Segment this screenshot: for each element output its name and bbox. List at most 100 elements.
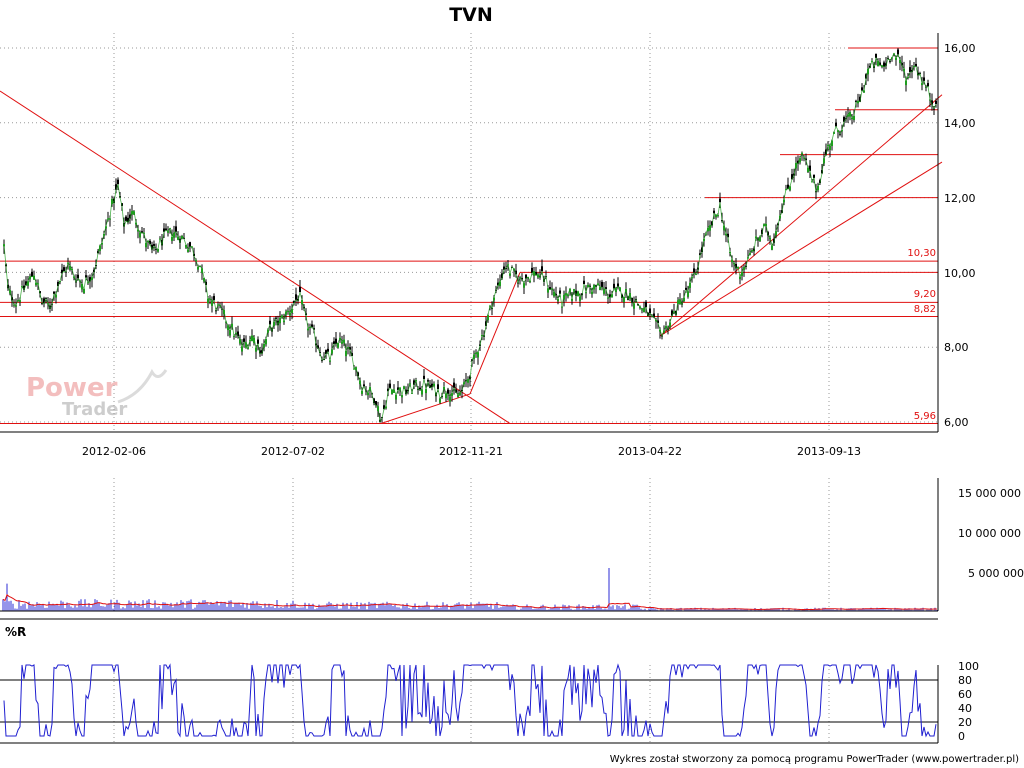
- candle-body: [449, 396, 451, 402]
- candle-body: [605, 287, 607, 289]
- candle-body: [391, 389, 393, 395]
- candle-body: [373, 398, 375, 404]
- candle-body: [341, 341, 343, 344]
- candle-body: [243, 338, 245, 343]
- candle-body: [859, 96, 861, 102]
- candle-body: [565, 293, 567, 296]
- candle-body: [383, 405, 385, 410]
- candle-body: [329, 360, 331, 362]
- candle-body: [185, 245, 187, 248]
- candle-body: [837, 130, 839, 132]
- candle-body: [757, 238, 759, 241]
- candle-body: [599, 287, 601, 291]
- candle-body: [521, 278, 523, 280]
- level-label: 10,30: [907, 248, 936, 259]
- candle-body: [669, 322, 671, 327]
- candle-body: [921, 83, 923, 86]
- candle-body: [279, 317, 281, 324]
- candle-body: [617, 283, 619, 287]
- candle-body: [759, 236, 761, 242]
- candle-body: [237, 331, 239, 337]
- candle-body: [595, 285, 597, 287]
- candle-body: [915, 63, 917, 67]
- watermark-word-1: Power: [26, 373, 118, 403]
- candle-body: [557, 299, 559, 302]
- candle-body: [13, 304, 15, 306]
- candle-body: [687, 291, 689, 297]
- candle-body: [203, 278, 205, 282]
- candle-body: [385, 406, 387, 409]
- candle-body: [857, 100, 859, 104]
- trend-line: [659, 94, 943, 337]
- price-y-tick-label: 14,00: [944, 117, 976, 130]
- candle-body: [719, 198, 721, 203]
- candle-body: [547, 288, 549, 293]
- candle-body: [127, 217, 129, 223]
- price-y-tick-label: 8,00: [944, 341, 969, 354]
- candle-body: [771, 245, 773, 250]
- williams-r-title: %R: [5, 625, 26, 639]
- candle-body: [351, 353, 353, 357]
- candle-body: [213, 296, 215, 301]
- williams-r-line: [3, 663, 937, 738]
- candle-body: [645, 301, 647, 308]
- candle-body: [715, 214, 717, 218]
- candle-body: [825, 149, 827, 155]
- candle-body: [847, 114, 849, 117]
- candle-body: [309, 326, 311, 329]
- williams-r-y-tick-label: 60: [958, 688, 972, 701]
- candle-body: [201, 268, 203, 273]
- candle-body: [117, 179, 119, 185]
- candle-body: [175, 226, 177, 232]
- candle-body: [389, 383, 391, 388]
- trend-line: [659, 161, 943, 337]
- candle-body: [167, 231, 169, 233]
- volume-y-tick-label: 10 000 000: [958, 527, 1021, 540]
- candle-body: [455, 389, 457, 393]
- candle-body: [301, 300, 303, 305]
- candle-body: [731, 259, 733, 263]
- trend-lines: [0, 90, 943, 424]
- candle-body: [571, 298, 573, 301]
- candle-body: [791, 174, 793, 180]
- candle-body: [485, 321, 487, 326]
- candle-body: [709, 225, 711, 231]
- candle-body: [457, 394, 459, 398]
- candle-body: [883, 62, 885, 67]
- candle-body: [541, 266, 543, 272]
- candle-body: [601, 281, 603, 288]
- candle-body: [293, 300, 295, 304]
- candle-body: [865, 74, 867, 79]
- candle-body: [809, 165, 811, 171]
- candle-body: [735, 263, 737, 269]
- williams-r-y-tick-label: 100: [958, 660, 979, 673]
- candle-body: [561, 306, 563, 308]
- candle-body: [157, 249, 159, 252]
- candle-body: [265, 339, 267, 345]
- candle-body: [57, 282, 59, 287]
- candle-body: [405, 389, 407, 395]
- candle-body: [131, 211, 133, 215]
- candle-body: [643, 308, 645, 313]
- candle-body: [115, 184, 117, 190]
- candle-body: [101, 242, 103, 245]
- candle-body: [567, 294, 569, 297]
- candle-body: [369, 387, 371, 391]
- candle-body: [345, 350, 347, 357]
- candle-body: [439, 398, 441, 403]
- candle-body: [535, 271, 537, 276]
- candle-body: [137, 229, 139, 232]
- candle-body: [671, 310, 673, 316]
- candle-body: [525, 274, 527, 279]
- candle-body: [205, 281, 207, 286]
- candle-body: [197, 266, 199, 270]
- candle-body: [289, 312, 291, 316]
- candle-body: [125, 216, 127, 221]
- candle-body: [533, 271, 535, 276]
- candle-body: [393, 389, 395, 393]
- candle-body: [663, 330, 665, 333]
- candle-body: [523, 283, 525, 288]
- price-y-tick-label: 10,00: [944, 267, 976, 280]
- candle-body: [499, 281, 501, 287]
- candle-body: [875, 53, 877, 58]
